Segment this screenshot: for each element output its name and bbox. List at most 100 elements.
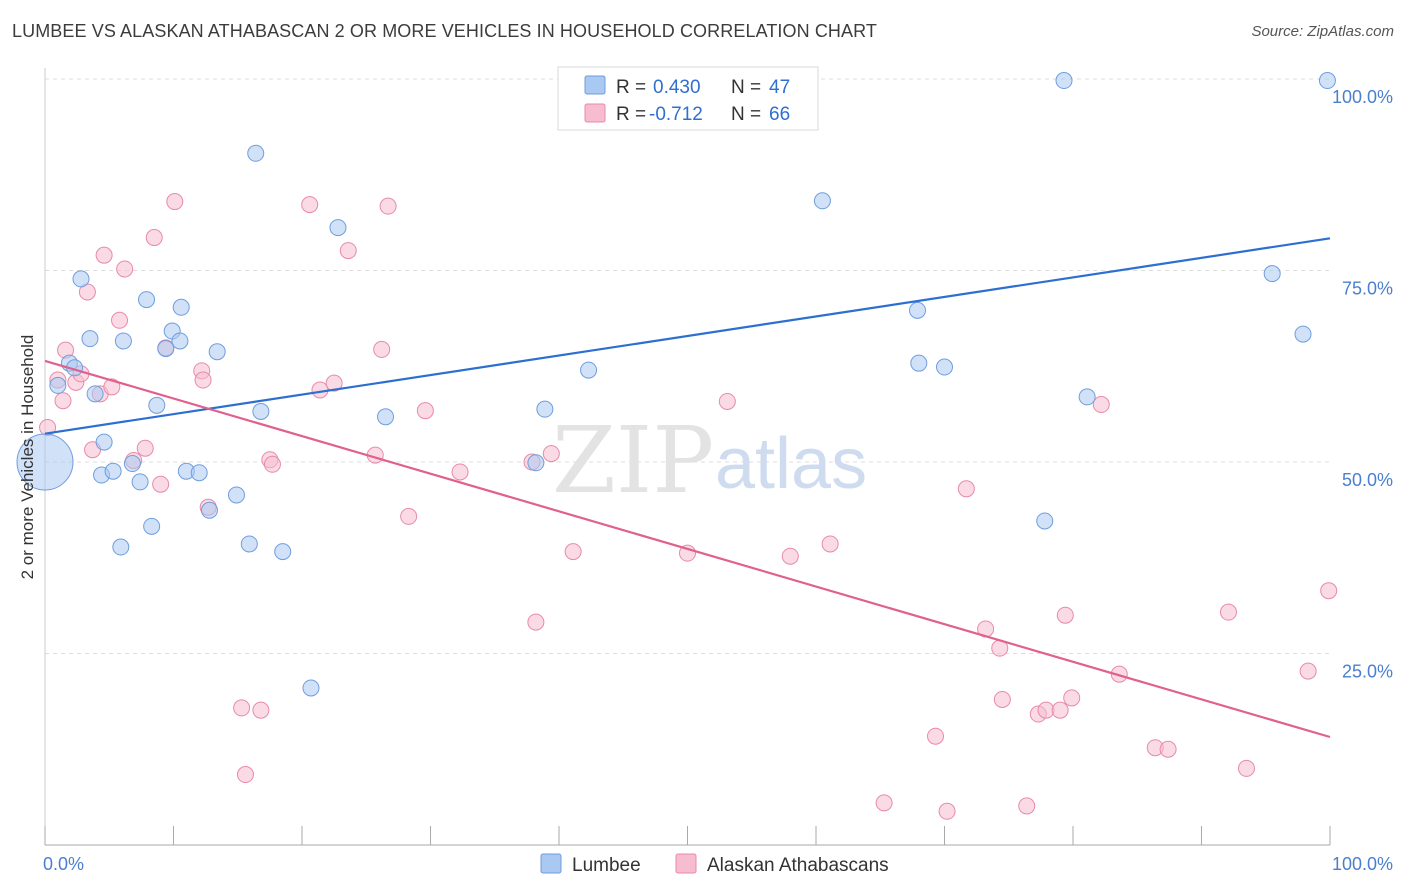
athabascan-point xyxy=(875,794,893,812)
lumbee-point xyxy=(1036,512,1054,530)
lumbee-point xyxy=(171,332,189,350)
athabascan-point xyxy=(1299,662,1317,680)
lumbee-point xyxy=(172,298,190,316)
athabascan-point xyxy=(136,439,154,457)
data-points xyxy=(16,72,1338,820)
athabascan-point xyxy=(54,392,72,410)
athabascan-point xyxy=(938,802,956,820)
lumbee-point xyxy=(536,400,554,418)
athabascan-point xyxy=(821,535,839,553)
lumbee-point xyxy=(49,376,67,394)
y-tick-label: 50.0% xyxy=(1342,470,1393,490)
legend-n-value-lumbee: 47 xyxy=(769,77,790,98)
chart-title: LUMBEE VS ALASKAN ATHABASCAN 2 OR MORE V… xyxy=(12,21,878,41)
athabascan-point xyxy=(527,613,545,631)
athabascan-point xyxy=(1051,701,1069,719)
lumbee-point xyxy=(227,486,245,504)
lumbee-point xyxy=(1294,325,1312,343)
lumbee-point xyxy=(123,455,141,473)
athabascan-point xyxy=(1018,797,1036,815)
athabascan-point xyxy=(993,690,1011,708)
athabascan-point xyxy=(1037,701,1055,719)
lumbee-point xyxy=(112,538,130,556)
lumbee-point xyxy=(143,517,161,535)
athabascan-point xyxy=(1219,603,1237,621)
lumbee-point xyxy=(936,358,953,376)
athabascan-point xyxy=(379,197,397,215)
lumbee-point xyxy=(580,361,598,379)
lumbee-point xyxy=(1055,72,1073,90)
lumbee-point xyxy=(95,433,113,451)
y-tick-label: 25.0% xyxy=(1342,662,1393,682)
athabascan-point xyxy=(1092,396,1110,414)
watermark: ZIP atlas xyxy=(552,407,867,514)
athabascan-point xyxy=(718,392,736,410)
trend-lines xyxy=(44,237,1331,739)
legend-n-label-athabascan: N = xyxy=(731,104,761,125)
grid-lines xyxy=(45,78,1330,654)
lumbee-point xyxy=(114,332,132,350)
lumbee-point xyxy=(72,270,90,288)
athabascan-point xyxy=(236,766,254,784)
lumbee-point xyxy=(1318,72,1336,90)
lumbee-trend-line xyxy=(44,237,1331,435)
x-tick-labels: 0.0% 100.0% xyxy=(43,854,1393,874)
stats-legend: R = 0.430 N = 47 R = -0.712 N = 66 xyxy=(557,66,819,131)
lumbee-point xyxy=(813,192,831,210)
lumbee-point xyxy=(910,354,928,372)
athabascan-point xyxy=(1159,740,1177,758)
athabascan-point xyxy=(451,463,469,481)
lumbee-point xyxy=(81,330,99,348)
athabascan-point xyxy=(152,475,170,493)
x-tick-label: 100.0% xyxy=(1332,854,1393,874)
watermark-atlas: atlas xyxy=(715,424,867,504)
athabascan-point xyxy=(1063,689,1081,707)
athabascan-point xyxy=(325,374,343,392)
series-legend-swatch-lumbee xyxy=(540,853,562,874)
lumbee-point xyxy=(1263,265,1281,283)
watermark-zip: ZIP xyxy=(552,407,714,514)
lumbee-point xyxy=(527,454,545,472)
series-legend-label-athabascan: Alaskan Athabascans xyxy=(707,855,889,876)
lumbee-point xyxy=(86,385,104,403)
series-legend-swatch-athabascan xyxy=(675,853,697,874)
legend-n-label-lumbee: N = xyxy=(731,77,761,98)
athabascan-point xyxy=(95,246,113,264)
y-tick-labels: 100.0% 75.0% 50.0% 25.0% xyxy=(1332,87,1393,682)
lumbee-point xyxy=(377,408,395,426)
athabascan-point xyxy=(542,445,560,463)
athabascan-point xyxy=(400,507,418,525)
legend-n-value-athabascan: 66 xyxy=(769,104,790,125)
lumbee-point xyxy=(138,291,156,309)
legend-r-label-lumbee: R = xyxy=(616,77,646,98)
x-tick-label: 0.0% xyxy=(43,854,84,874)
athabascan-point xyxy=(339,242,357,260)
athabascan-point xyxy=(373,340,391,358)
lumbee-point xyxy=(329,219,347,237)
y-axis-title: 2 or more Vehicles in Household xyxy=(18,335,37,580)
lumbee-point xyxy=(131,473,149,491)
athabascan-point xyxy=(166,193,184,211)
lumbee-point xyxy=(909,301,927,319)
athabascan-point xyxy=(263,455,281,473)
lumbee-point xyxy=(252,402,270,420)
lumbee-point xyxy=(148,396,166,414)
athabascan-point xyxy=(416,402,434,420)
lumbee-point xyxy=(1078,388,1096,406)
lumbee-point xyxy=(200,501,218,519)
series-legend: Lumbee Alaskan Athabascans xyxy=(540,853,889,876)
legend-swatch-athabascan xyxy=(584,103,606,123)
athabascan-point xyxy=(252,701,270,719)
lumbee-point xyxy=(240,535,258,553)
athabascan-point xyxy=(116,260,134,278)
legend-r-value-lumbee: 0.430 xyxy=(653,77,701,98)
series-legend-label-lumbee: Lumbee xyxy=(572,855,641,876)
athabascan-point xyxy=(957,480,975,498)
lumbee-point xyxy=(16,433,74,491)
legend-swatch-lumbee xyxy=(584,75,606,95)
athabascan-point xyxy=(781,547,799,565)
lumbee-point xyxy=(208,343,226,361)
athabascan-point xyxy=(564,543,582,561)
athabascan-trend-line xyxy=(44,359,1331,739)
